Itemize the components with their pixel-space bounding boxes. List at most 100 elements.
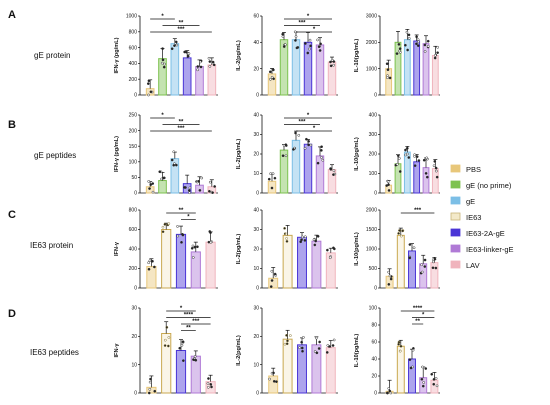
data-point bbox=[436, 45, 439, 49]
data-point bbox=[211, 191, 214, 195]
data-point bbox=[170, 47, 174, 51]
data-point bbox=[270, 75, 274, 79]
data-point bbox=[431, 266, 435, 270]
data-point bbox=[181, 233, 185, 237]
legend-label-ge: gE bbox=[466, 197, 475, 206]
significance-label: ** bbox=[415, 319, 420, 325]
bar bbox=[282, 338, 293, 394]
significance-label: * bbox=[187, 215, 190, 221]
data-point bbox=[188, 186, 192, 190]
data-point bbox=[328, 256, 332, 260]
data-point bbox=[198, 188, 202, 192]
data-point bbox=[192, 358, 195, 361]
legend-swatch-ie63-linker-ge bbox=[450, 244, 461, 253]
data-point bbox=[283, 342, 287, 346]
data-point bbox=[173, 44, 176, 48]
y-tick-label: 200 bbox=[129, 266, 138, 272]
bar bbox=[430, 262, 439, 289]
bar bbox=[279, 39, 289, 96]
bar bbox=[325, 347, 336, 394]
data-point bbox=[269, 77, 272, 81]
bar bbox=[394, 163, 402, 194]
significance-label: ** bbox=[179, 208, 184, 214]
data-point bbox=[170, 158, 174, 162]
y-tick-label: 0 bbox=[134, 391, 137, 397]
significance-label: * bbox=[180, 306, 183, 312]
significance-label: **** bbox=[184, 313, 194, 319]
bar bbox=[282, 234, 293, 289]
data-point bbox=[147, 261, 150, 265]
y-tick-label: 20 bbox=[131, 334, 137, 340]
data-point bbox=[162, 65, 166, 69]
data-point bbox=[317, 347, 321, 350]
data-point bbox=[319, 42, 322, 46]
data-point bbox=[197, 179, 200, 183]
data-point bbox=[313, 243, 317, 247]
data-point bbox=[387, 270, 390, 274]
data-point bbox=[175, 163, 178, 167]
legend-swatch-ge-no-prime bbox=[450, 180, 461, 189]
data-point bbox=[305, 137, 308, 141]
y-tick-label: 200 bbox=[369, 152, 378, 158]
data-point bbox=[321, 158, 325, 162]
data-point bbox=[303, 235, 307, 239]
data-point bbox=[434, 266, 438, 270]
bar bbox=[413, 40, 421, 96]
data-point bbox=[199, 65, 203, 69]
significance-label: *** bbox=[298, 120, 306, 126]
data-point bbox=[190, 246, 194, 250]
data-point bbox=[423, 50, 427, 53]
data-point bbox=[332, 60, 336, 63]
y-tick-label: 0 bbox=[134, 93, 137, 99]
data-point bbox=[406, 48, 409, 52]
bar bbox=[207, 64, 217, 96]
bar bbox=[431, 55, 439, 96]
y-tick-label: 40 bbox=[371, 357, 377, 363]
data-point bbox=[209, 231, 212, 235]
bar bbox=[205, 241, 216, 289]
data-point bbox=[435, 175, 439, 179]
y-tick-label: 250 bbox=[129, 113, 138, 119]
y-tick-label: 30 bbox=[131, 306, 137, 312]
y-axis-label: IL-2(pg/mL) bbox=[236, 40, 242, 71]
data-point bbox=[415, 155, 419, 158]
bar bbox=[408, 358, 416, 394]
y-tick-label: 0 bbox=[134, 191, 137, 197]
data-point bbox=[307, 139, 310, 143]
data-point bbox=[320, 145, 323, 149]
y-tick-label: 30 bbox=[253, 306, 259, 312]
data-point bbox=[435, 384, 439, 388]
y-tick-label: 20 bbox=[253, 247, 259, 253]
data-point bbox=[397, 43, 401, 46]
data-point bbox=[182, 359, 185, 362]
legend-swatch-lav bbox=[450, 260, 461, 269]
data-point bbox=[434, 377, 438, 380]
significance-label: * bbox=[422, 313, 425, 319]
data-point bbox=[430, 372, 434, 376]
data-point bbox=[397, 340, 401, 344]
bar bbox=[297, 236, 307, 289]
data-point bbox=[285, 232, 288, 236]
data-point bbox=[408, 358, 412, 361]
y-tick-label: 100 bbox=[369, 306, 378, 312]
y-tick-label: 20 bbox=[371, 374, 377, 380]
data-point bbox=[208, 180, 212, 184]
row-letter-a: A bbox=[8, 9, 16, 21]
data-point bbox=[436, 51, 439, 55]
data-point bbox=[158, 170, 162, 174]
data-point bbox=[285, 342, 289, 346]
bar bbox=[161, 229, 172, 289]
data-point bbox=[208, 60, 212, 63]
data-point bbox=[208, 189, 211, 193]
data-point bbox=[207, 377, 210, 380]
y-tick-label: 50 bbox=[131, 175, 137, 181]
y-tick-label: 800 bbox=[129, 30, 138, 36]
data-point bbox=[180, 240, 183, 244]
bar bbox=[311, 240, 322, 289]
y-tick-label: 0 bbox=[374, 93, 377, 99]
data-point bbox=[273, 176, 277, 180]
data-point bbox=[294, 39, 297, 42]
legend-swatch-ie63-2a-ge bbox=[450, 228, 461, 237]
data-point bbox=[148, 259, 152, 263]
